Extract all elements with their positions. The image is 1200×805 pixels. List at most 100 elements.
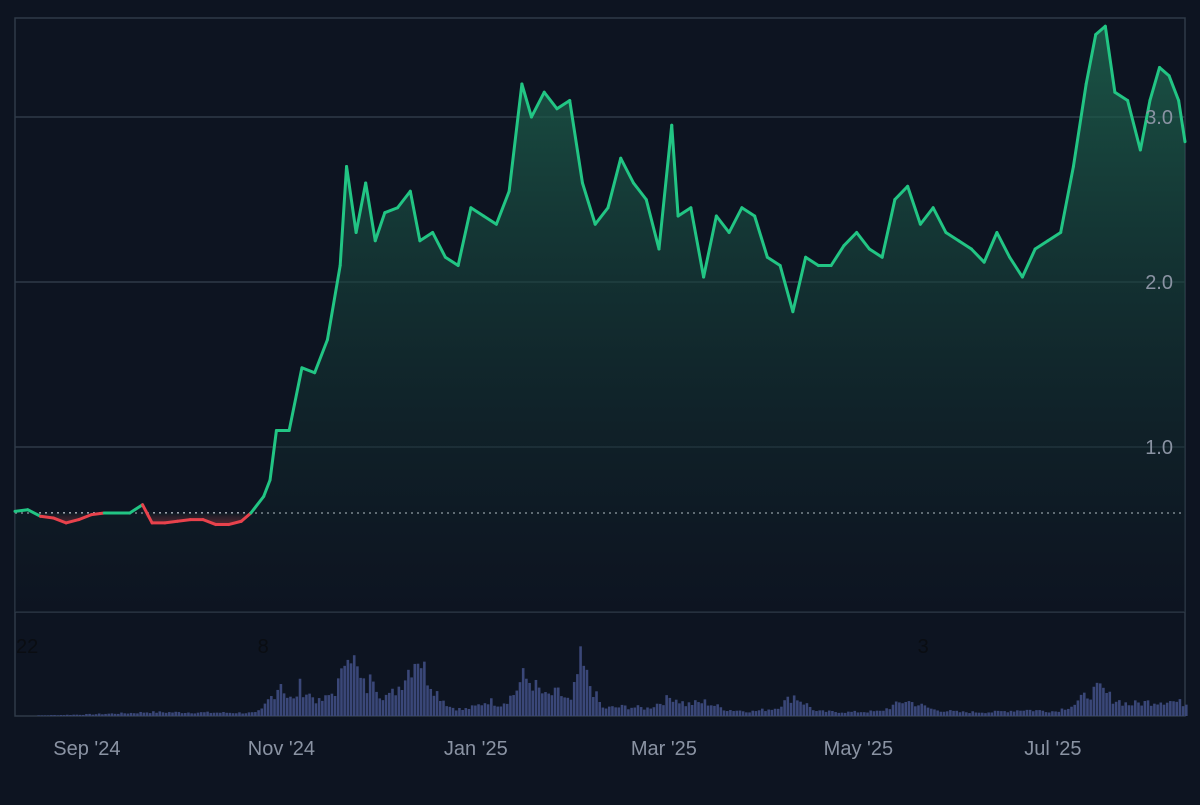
volume-bar (209, 712, 213, 716)
volume-bar (700, 703, 704, 716)
price-segment (1020, 247, 1037, 279)
volume-bar (882, 710, 885, 716)
volume-bar (1031, 711, 1035, 716)
volume-bar (413, 663, 417, 716)
x-tick-label: May '25 (824, 738, 893, 760)
volume-bar (231, 713, 235, 716)
price-segment (995, 231, 1012, 259)
volume-bar (123, 713, 126, 716)
volume-bar (330, 693, 334, 716)
volume-bar (582, 665, 586, 716)
volume-bar (904, 701, 908, 716)
volume-bar (88, 713, 91, 716)
price-segment (431, 231, 447, 259)
volume-bar (620, 704, 624, 716)
volume-bar (113, 713, 117, 716)
volume-bar (770, 709, 774, 716)
volume-bar (193, 713, 197, 716)
price-segment (373, 211, 387, 243)
volume-bar (1137, 702, 1140, 716)
volume-bar (547, 693, 550, 716)
volume-bar (585, 669, 589, 716)
price-segment (287, 366, 304, 432)
volume-bar (827, 710, 831, 716)
price-segment (1008, 255, 1024, 279)
volume-bar (773, 708, 777, 716)
volume-bar (384, 694, 388, 716)
volume-bar (120, 712, 123, 716)
volume-bar (636, 705, 640, 716)
volume-bar (490, 698, 493, 716)
price-segment (791, 255, 808, 314)
volume-bar (263, 703, 267, 716)
price-segment (753, 214, 769, 259)
volume-bar (362, 678, 366, 716)
price-segment (765, 255, 782, 267)
volume-bar (1067, 708, 1070, 716)
volume-bar (136, 713, 139, 716)
volume-bar (1118, 700, 1121, 716)
price-segment (494, 189, 511, 226)
volume-bar (716, 704, 719, 716)
x-tick-label: Nov '24 (248, 738, 315, 760)
volume-date-label: 3 (918, 636, 929, 658)
price-segment (90, 511, 106, 517)
volume-bar (1133, 700, 1137, 716)
volume-bar (1079, 694, 1083, 716)
volume-bar (687, 702, 691, 716)
volume-bar (85, 714, 88, 716)
volume-bar (314, 703, 318, 716)
volume-bar (333, 695, 337, 716)
volume-bar (754, 711, 758, 716)
volume-bar (541, 693, 544, 716)
volume-bar (416, 663, 420, 716)
price-segment (714, 214, 731, 234)
volume-bar (486, 704, 490, 716)
volume-bar (1156, 704, 1159, 716)
price-segment (1103, 24, 1117, 94)
volume-bar (241, 713, 244, 716)
volume-bar (435, 691, 439, 716)
volume-bar (917, 705, 920, 716)
volume-bar (990, 712, 994, 716)
volume-bar (1016, 710, 1019, 716)
volume-bar (512, 695, 515, 716)
volume-bar (480, 705, 484, 716)
volume-bar (212, 712, 216, 716)
volume-bar (907, 701, 911, 716)
price-segment (606, 156, 623, 210)
volume-bar (432, 695, 436, 716)
volume-bar (920, 703, 923, 716)
volume-bar (1041, 710, 1045, 716)
price-segment (128, 503, 145, 515)
volume-bar (604, 708, 608, 716)
volume-date-label: 22 (16, 636, 38, 658)
volume-bar (719, 707, 723, 716)
price-segment (644, 198, 661, 251)
volume-bar (37, 715, 40, 716)
volume-bar (419, 668, 423, 716)
volume-bar (1082, 692, 1086, 716)
price-segment (804, 255, 820, 267)
volume-bar (974, 712, 978, 716)
volume-bar (59, 715, 63, 716)
volume-bar (525, 678, 528, 716)
volume-bar (690, 705, 694, 716)
volume-bar (729, 710, 732, 716)
volume-bar (560, 696, 563, 716)
price-segment (300, 366, 317, 375)
volume-bar (1019, 710, 1022, 716)
volume-bar (1108, 691, 1112, 716)
volume-bar (722, 710, 726, 716)
price-segment (580, 181, 597, 226)
volume-bar (767, 709, 770, 716)
volume-bar (292, 698, 295, 716)
volume-bar (738, 710, 742, 716)
volume-bar (646, 707, 649, 716)
volume-bar (658, 703, 662, 716)
volume-bar (219, 712, 222, 716)
volume-bar (674, 699, 678, 716)
volume-bar (894, 701, 898, 716)
volume-bar (1185, 704, 1188, 716)
volume-bar (502, 703, 506, 716)
